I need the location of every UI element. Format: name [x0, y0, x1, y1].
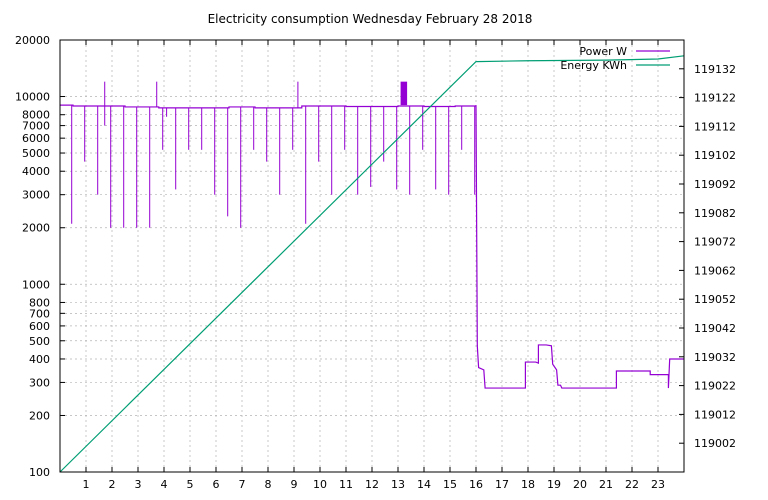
y-tick-label: 8000 — [22, 109, 50, 122]
y-tick-label: 800 — [29, 296, 50, 309]
y2-tick-label: 119042 — [694, 322, 736, 335]
x-tick-label: 3 — [135, 478, 142, 491]
y-tick-label: 600 — [29, 320, 50, 333]
power-burst — [400, 81, 408, 106]
x-tick-label: 10 — [313, 478, 327, 491]
x-tick-label: 21 — [599, 478, 613, 491]
x-tick-label: 12 — [365, 478, 379, 491]
x-axis: 1 2 3 4 5 6 7 8 9 10 11 12 13 14 15 16 17 18 19 20 21 22 23 — [83, 40, 665, 491]
y-tick-label: 400 — [29, 353, 50, 366]
y-tick-label: 300 — [29, 376, 50, 389]
y-tick-label: 6000 — [22, 132, 50, 145]
y-axis-right: 119002 119012 119022 119032 119042 119052 1190… — [679, 63, 736, 450]
x-tick-label: 2 — [109, 478, 116, 491]
x-tick-label: 1 — [83, 478, 90, 491]
y-tick-label: 2000 — [22, 222, 50, 235]
y2-tick-label: 119102 — [694, 149, 736, 162]
x-tick-label: 4 — [161, 478, 168, 491]
y-tick-label: 3000 — [22, 189, 50, 202]
y-tick-label: 1000 — [22, 278, 50, 291]
y2-tick-label: 119082 — [694, 207, 736, 220]
y-tick-label: 200 — [29, 409, 50, 422]
y2-tick-label: 119062 — [694, 264, 736, 277]
y2-tick-label: 119052 — [694, 293, 736, 306]
x-tick-label: 13 — [391, 478, 405, 491]
y2-tick-label: 119022 — [694, 380, 736, 393]
y2-tick-label: 119032 — [694, 351, 736, 364]
y2-tick-label: 119002 — [694, 437, 736, 450]
x-tick-label: 7 — [239, 478, 246, 491]
grid — [60, 39, 684, 473]
x-tick-label: 17 — [495, 478, 509, 491]
legend-label: Energy KWh — [560, 59, 627, 72]
y-tick-label: 20000 — [15, 34, 50, 47]
x-tick-label: 6 — [213, 478, 220, 491]
y-tick-label: 10000 — [15, 91, 50, 104]
y-tick-label: 5000 — [22, 147, 50, 160]
y-tick-label: 7000 — [22, 120, 50, 133]
x-tick-label: 18 — [521, 478, 535, 491]
x-tick-label: 9 — [291, 478, 298, 491]
x-tick-label: 22 — [625, 478, 639, 491]
x-tick-label: 16 — [469, 478, 483, 491]
y-tick-label: 4000 — [22, 165, 50, 178]
x-tick-label: 20 — [573, 478, 587, 491]
x-tick-label: 8 — [265, 478, 272, 491]
y2-tick-label: 119092 — [694, 178, 736, 191]
y-tick-label: 500 — [29, 335, 50, 348]
energy-line — [59, 55, 685, 473]
power-baseline — [60, 104, 476, 109]
y2-tick-label: 119132 — [694, 63, 736, 76]
y2-tick-label: 119012 — [694, 408, 736, 421]
legend-label: Power W — [579, 45, 627, 58]
y2-tick-label: 119122 — [694, 92, 736, 105]
plot-area — [59, 55, 685, 473]
x-tick-label: 23 — [651, 478, 665, 491]
y-tick-label: 700 — [29, 307, 50, 320]
x-tick-label: 5 — [187, 478, 194, 491]
y2-tick-label: 119072 — [694, 236, 736, 249]
x-tick-label: 15 — [443, 478, 457, 491]
power-tail — [475, 105, 684, 389]
x-tick-label: 11 — [339, 478, 353, 491]
chart-title: Electricity consumption Wednesday Februa… — [208, 12, 533, 26]
x-tick-label: 14 — [417, 478, 431, 491]
y-tick-label: 100 — [29, 466, 50, 479]
y2-tick-label: 119112 — [694, 120, 736, 133]
x-tick-label: 19 — [547, 478, 561, 491]
